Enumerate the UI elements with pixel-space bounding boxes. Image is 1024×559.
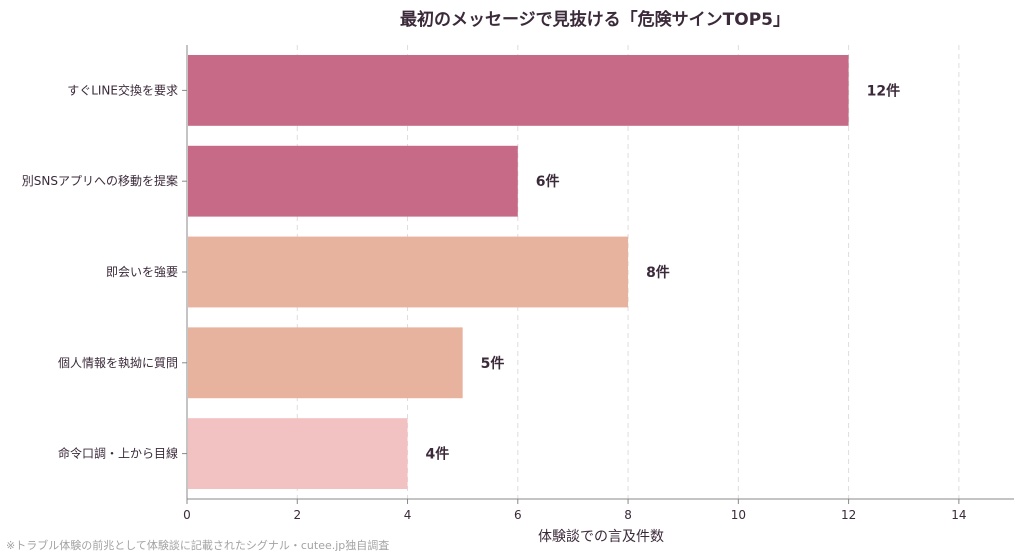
x-tick-label: 14 xyxy=(951,508,966,522)
category-label: 即会いを強要 xyxy=(106,265,178,279)
bar xyxy=(188,145,518,217)
chart-title: 最初のメッセージで見抜ける「危険サインTOP5」 xyxy=(400,9,790,30)
bar xyxy=(188,327,463,399)
bars: 12件 6件 8件 5件 4件 xyxy=(188,54,900,490)
bar xyxy=(188,418,408,490)
category-label: 命令口調・上から目線 xyxy=(58,446,178,461)
x-tick-label: 4 xyxy=(404,508,412,522)
category-label: すぐLINE交換を要求 xyxy=(67,82,178,97)
footnote: ※トラブル体験の前兆として体験談に記載されたシグナル・cutee.jp独自調査 xyxy=(6,538,389,552)
x-tick-label: 10 xyxy=(731,508,746,522)
x-tick-label: 2 xyxy=(293,508,301,522)
category-label: 個人情報を執拗に質問 xyxy=(58,355,178,370)
bar-value-label: 5件 xyxy=(481,355,505,372)
bar xyxy=(188,236,629,308)
bar-value-label: 4件 xyxy=(426,446,450,463)
bar xyxy=(188,54,849,126)
bar-value-label: 12件 xyxy=(867,82,900,99)
x-tick-label: 0 xyxy=(183,508,191,522)
x-tick-label: 6 xyxy=(514,508,522,522)
x-axis-label: 体験談での言及件数 xyxy=(538,529,664,545)
bar-value-label: 8件 xyxy=(646,264,670,281)
category-label: 別SNSアプリへの移動を提案 xyxy=(22,173,178,188)
x-tick-label: 8 xyxy=(624,508,632,522)
bar-value-label: 6件 xyxy=(536,173,560,190)
x-tick-label: 12 xyxy=(841,508,856,522)
axes: 0 2 4 6 8 10 12 14 すぐLINE交換を要求別SNSアプリへの移動を提案即会いを… xyxy=(22,45,1014,522)
